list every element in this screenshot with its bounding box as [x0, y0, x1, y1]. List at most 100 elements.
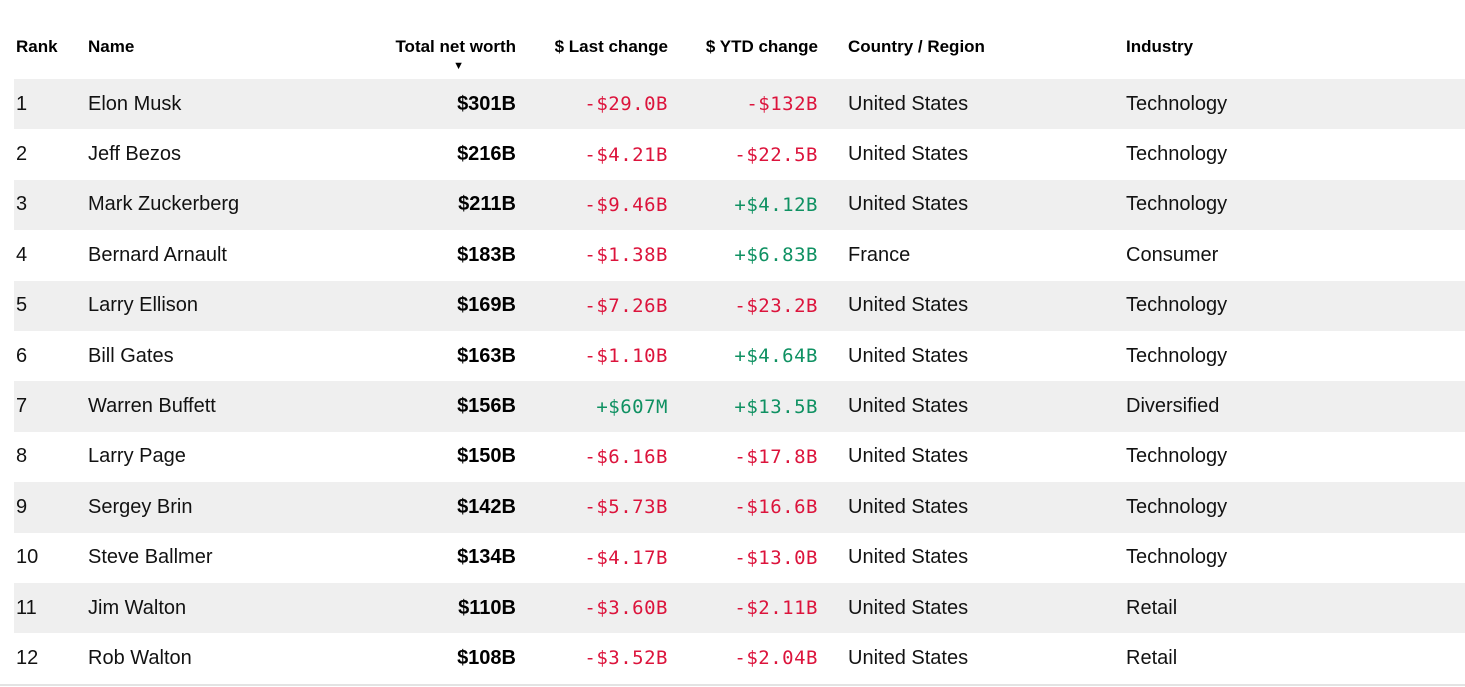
- cell-country: United States: [848, 546, 969, 569]
- cell-net_worth: $169B: [457, 294, 516, 317]
- cell-ytd_change: +$4.12B: [734, 193, 818, 216]
- cell-industry: Technology: [1126, 193, 1228, 216]
- cell-rank: 10: [16, 546, 39, 569]
- column-header-rank[interactable]: Rank: [16, 37, 58, 56]
- table-row: 12 Rob Walton $108B -$3.52B -$2.04B United St…: [14, 633, 1465, 683]
- cell-ytd_change: -$22.5B: [734, 143, 818, 166]
- table-row: 5 Larry Ellison $169B -$7.26B -$23.2B United …: [14, 280, 1465, 331]
- cell-ytd_change: -$13.0B: [734, 546, 818, 569]
- cell-rank: 6: [16, 344, 28, 367]
- column-header-net_worth[interactable]: Total net worth ▼: [288, 36, 516, 72]
- cell-name[interactable]: Bill Gates: [88, 344, 174, 367]
- cell-rank: 5: [16, 294, 28, 317]
- cell-country: United States: [848, 193, 969, 216]
- column-header-name[interactable]: Name: [88, 37, 135, 56]
- cell-rank: 4: [16, 243, 28, 266]
- cell-country: United States: [848, 143, 969, 166]
- cell-last_change: -$7.26B: [584, 294, 668, 317]
- cell-name[interactable]: Larry Ellison: [88, 294, 199, 317]
- cell-net_worth: $134B: [457, 546, 516, 569]
- table-row: 3 Mark Zuckerberg $211B -$9.46B +$4.12B Unite…: [14, 179, 1465, 231]
- cell-industry: Diversified: [1126, 395, 1220, 418]
- table-row: 9 Sergey Brin $142B -$5.73B -$16.6B United St…: [14, 482, 1465, 533]
- cell-ytd_change: -$16.6B: [734, 496, 818, 519]
- cell-net_worth: $183B: [457, 243, 516, 266]
- cell-net_worth: $150B: [457, 445, 516, 468]
- column-header-ytd_change[interactable]: $ YTD change: [705, 37, 818, 56]
- column-header-industry[interactable]: Industry: [1126, 37, 1194, 56]
- billionaires-table: Rank Name Total net worth ▼ $ Last change $ Y…: [14, 36, 1465, 684]
- cell-ytd_change: +$4.64B: [734, 345, 818, 368]
- cell-ytd_change: -$2.11B: [734, 597, 818, 620]
- cell-industry: Technology: [1126, 143, 1228, 166]
- table-row: 2 Jeff Bezos $216B -$4.21B -$22.5B United Sta…: [14, 129, 1465, 179]
- cell-country: United States: [848, 294, 969, 317]
- column-header-last_change[interactable]: $ Last change: [554, 37, 668, 56]
- cell-country: United States: [848, 395, 969, 418]
- cell-ytd_change: -$2.04B: [734, 647, 818, 670]
- cell-net_worth: $211B: [458, 193, 516, 216]
- cell-ytd_change: +$13.5B: [734, 395, 818, 418]
- cell-name[interactable]: Jim Walton: [88, 596, 187, 619]
- cell-name[interactable]: Mark Zuckerberg: [88, 193, 240, 216]
- cell-country: United States: [848, 344, 969, 367]
- cell-industry: Technology: [1126, 495, 1228, 518]
- cell-net_worth: $108B: [457, 646, 516, 669]
- cell-net_worth: $163B: [457, 344, 516, 367]
- cell-name[interactable]: Sergey Brin: [88, 495, 193, 518]
- cell-industry: Technology: [1126, 294, 1228, 317]
- table-row: 8 Larry Page $150B -$6.16B -$17.8B United Sta…: [14, 432, 1465, 482]
- cell-name[interactable]: Rob Walton: [88, 646, 192, 669]
- cell-rank: 11: [16, 596, 37, 619]
- cell-industry: Technology: [1126, 92, 1228, 115]
- table-body: 1 Elon Musk $301B -$29.0B -$132B United State…: [14, 79, 1465, 684]
- cell-country: United States: [848, 596, 969, 619]
- cell-rank: 3: [16, 193, 28, 216]
- cell-last_change: +$607M: [596, 395, 668, 418]
- cell-rank: 7: [16, 395, 28, 418]
- cell-rank: 1: [16, 92, 28, 115]
- cell-name[interactable]: Jeff Bezos: [88, 143, 182, 166]
- cell-name[interactable]: Elon Musk: [88, 92, 182, 115]
- cell-ytd_change: -$132B: [746, 93, 818, 116]
- cell-name[interactable]: Steve Ballmer: [88, 546, 213, 569]
- cell-last_change: -$9.46B: [584, 193, 668, 216]
- cell-last_change: -$4.17B: [584, 546, 668, 569]
- cell-country: United States: [848, 92, 969, 115]
- cell-rank: 12: [16, 646, 39, 669]
- cell-net_worth: $216B: [457, 143, 516, 166]
- cell-country: France: [848, 243, 911, 266]
- cell-last_change: -$1.10B: [584, 345, 668, 368]
- cell-rank: 9: [16, 495, 28, 518]
- cell-last_change: -$1.38B: [584, 244, 668, 267]
- table-row: 1 Elon Musk $301B -$29.0B -$132B United State…: [14, 79, 1465, 130]
- sort-descending-icon: ▼: [453, 60, 464, 72]
- cell-net_worth: $156B: [457, 395, 516, 418]
- cell-industry: Technology: [1126, 546, 1228, 569]
- cell-ytd_change: -$23.2B: [734, 294, 818, 317]
- table-bottom-border: [0, 684, 1465, 686]
- cell-name[interactable]: Bernard Arnault: [88, 243, 227, 266]
- cell-industry: Retail: [1126, 646, 1178, 669]
- cell-last_change: -$3.60B: [584, 597, 668, 620]
- table-row: 11 Jim Walton $110B -$3.60B -$2.11B United St…: [14, 582, 1465, 634]
- column-header-label: Total net worth: [395, 37, 516, 56]
- table-row: 6 Bill Gates $163B -$1.10B +$4.64B United Sta…: [14, 331, 1465, 381]
- cell-name[interactable]: Warren Buffett: [88, 395, 216, 418]
- cell-rank: 2: [16, 143, 28, 166]
- cell-industry: Retail: [1126, 596, 1178, 619]
- table-row: 7 Warren Buffett $156B +$607M +$13.5B United …: [14, 381, 1465, 432]
- cell-last_change: -$3.52B: [584, 647, 668, 670]
- cell-country: United States: [848, 445, 969, 468]
- table-header-row: Rank Name Total net worth ▼ $ Last change $ Y…: [14, 36, 1465, 79]
- cell-last_change: -$6.16B: [584, 445, 668, 468]
- cell-net_worth: $301B: [457, 92, 516, 115]
- cell-name[interactable]: Larry Page: [88, 445, 186, 468]
- column-header-country[interactable]: Country / Region: [848, 37, 985, 56]
- cell-last_change: -$4.21B: [584, 143, 668, 166]
- cell-industry: Technology: [1126, 344, 1228, 367]
- cell-industry: Consumer: [1126, 243, 1219, 266]
- cell-net_worth: $142B: [457, 495, 516, 518]
- cell-ytd_change: -$17.8B: [734, 445, 818, 468]
